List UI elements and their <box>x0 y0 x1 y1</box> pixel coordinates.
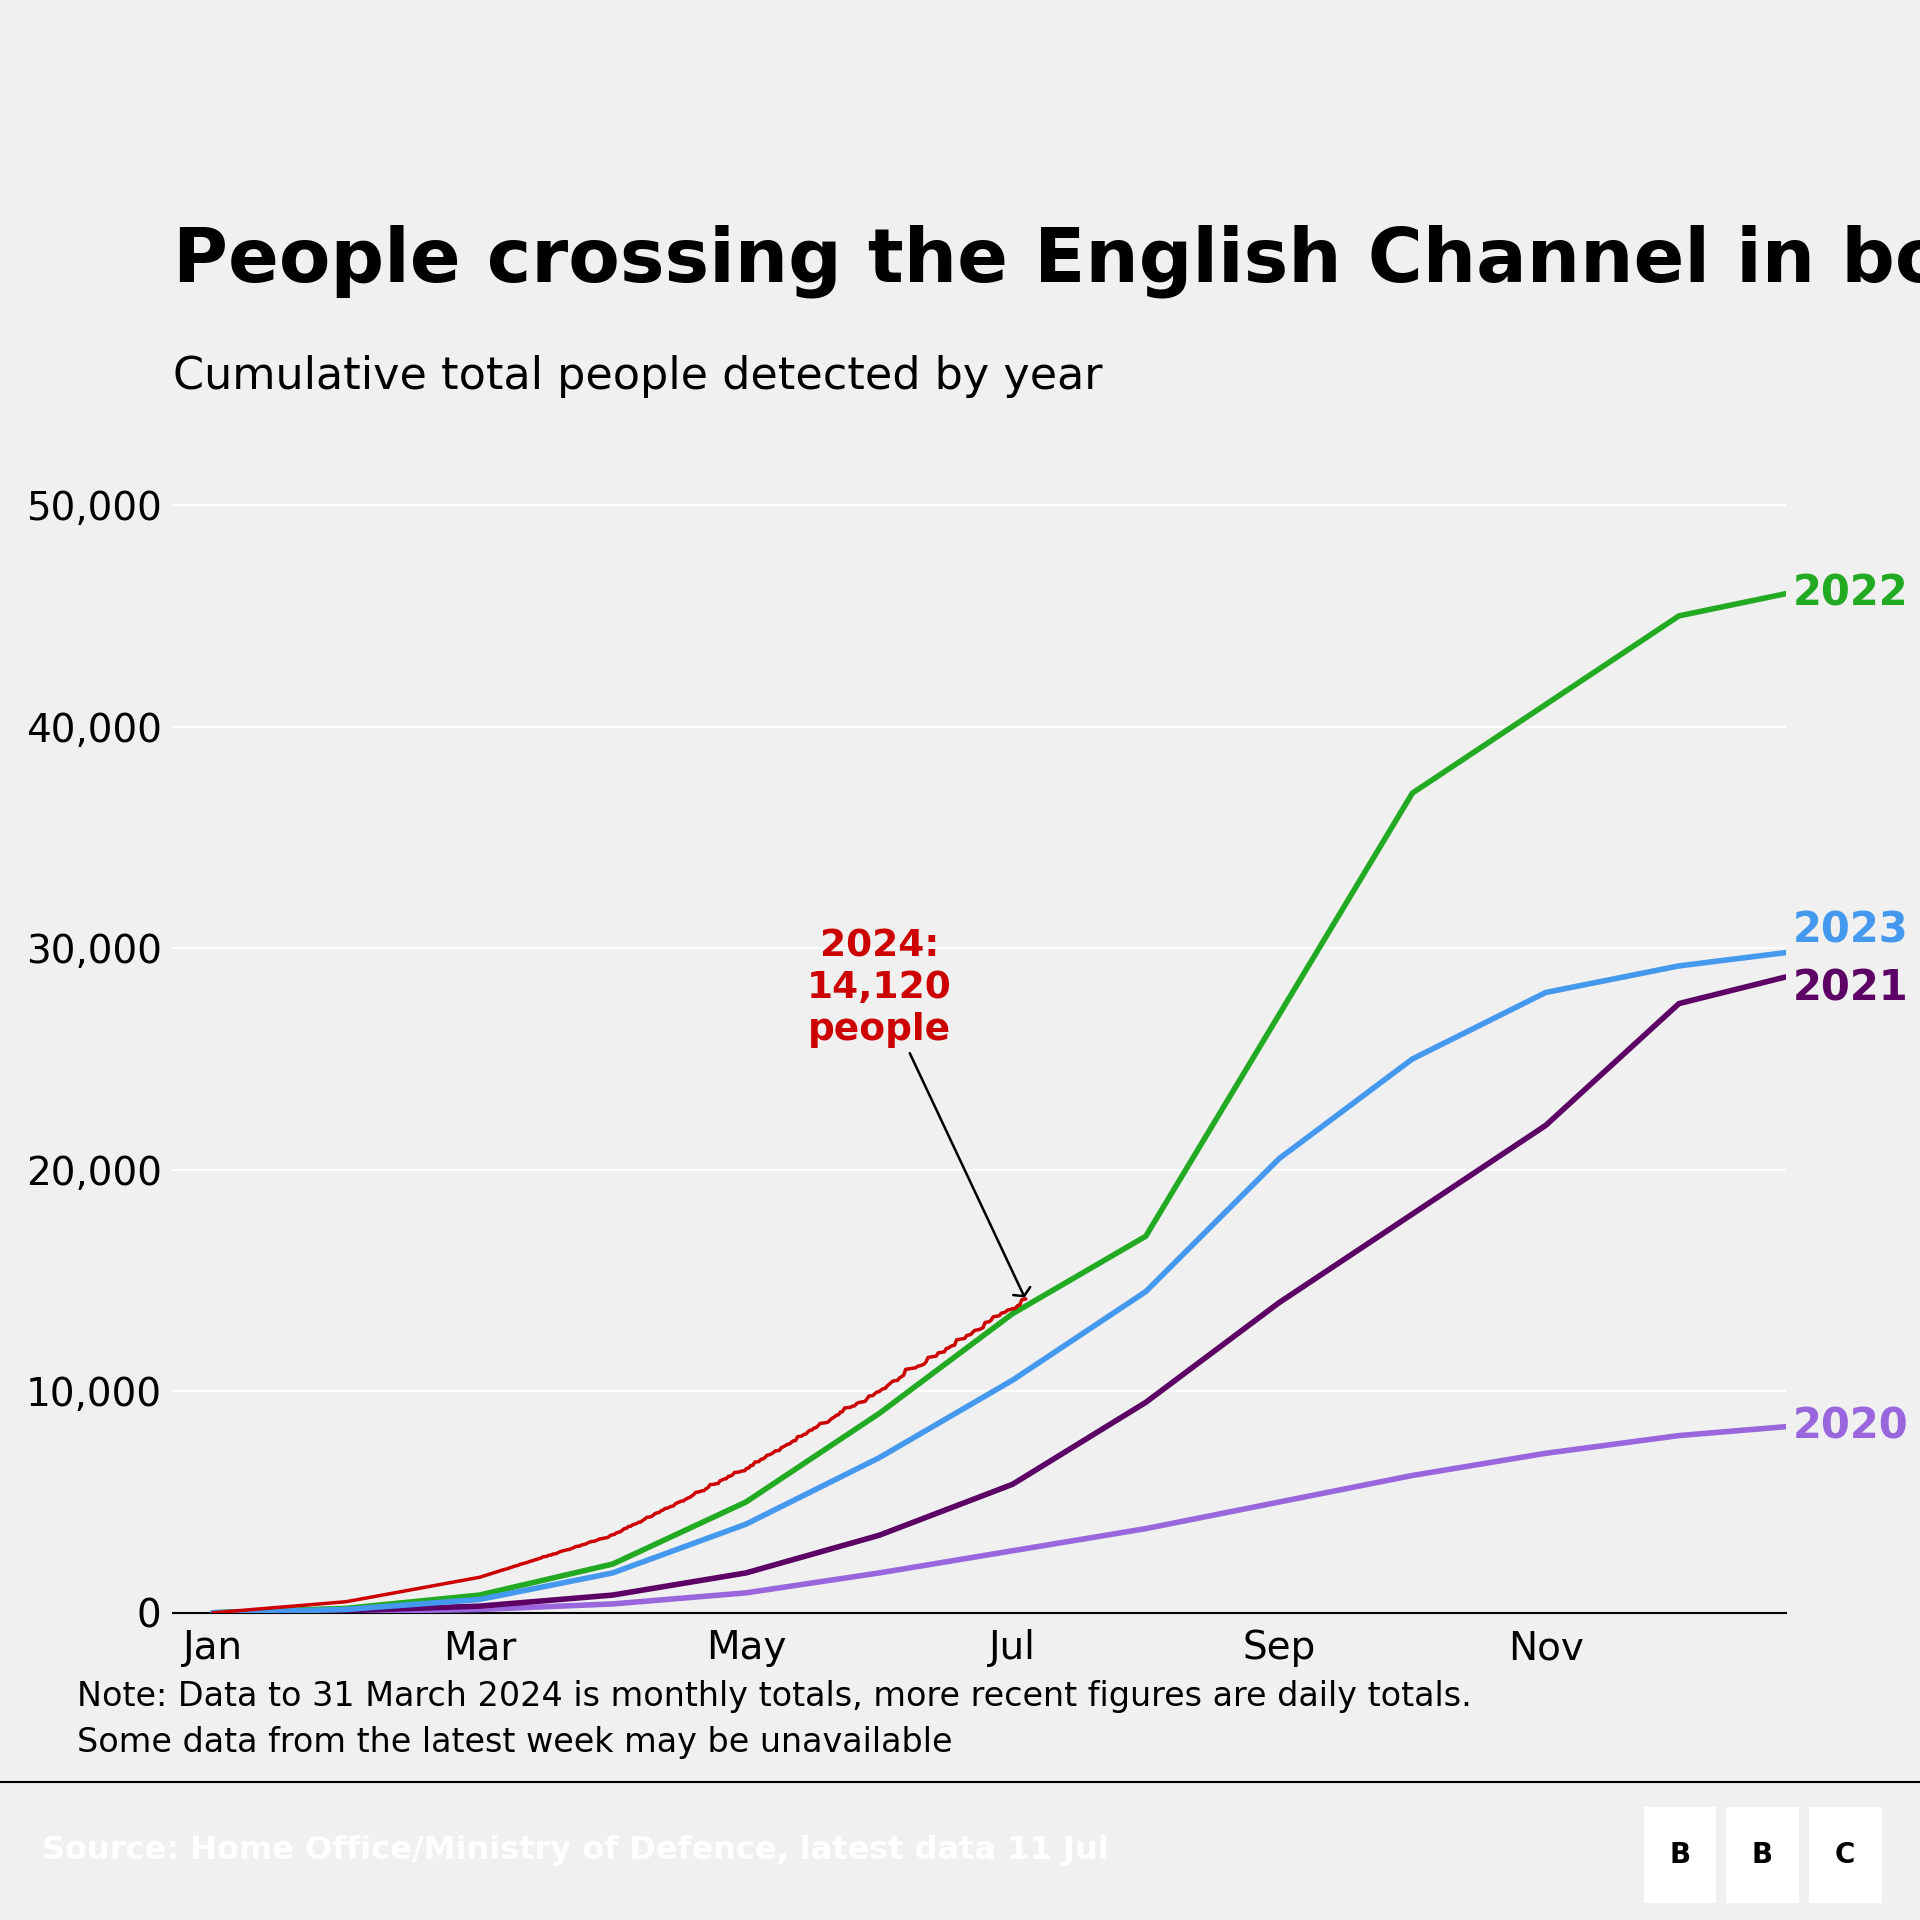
Text: C: C <box>1836 1841 1855 1868</box>
Text: 2020: 2020 <box>1791 1405 1908 1448</box>
Text: People crossing the English Channel in boats: People crossing the English Channel in b… <box>173 225 1920 298</box>
Text: Source: Home Office/Ministry of Defence, latest data 11 Jul: Source: Home Office/Ministry of Defence,… <box>42 1836 1110 1866</box>
Text: 2024:
14,120
people: 2024: 14,120 people <box>806 929 1031 1296</box>
Bar <box>1726 1807 1799 1903</box>
Text: Cumulative total people detected by year: Cumulative total people detected by year <box>173 355 1102 397</box>
Bar <box>1809 1807 1882 1903</box>
Text: 2022: 2022 <box>1791 572 1908 614</box>
Bar <box>1644 1807 1716 1903</box>
Text: B: B <box>1751 1841 1774 1868</box>
Text: Note: Data to 31 March 2024 is monthly totals, more recent figures are daily tot: Note: Data to 31 March 2024 is monthly t… <box>77 1680 1471 1759</box>
Text: B: B <box>1668 1841 1692 1868</box>
Text: 2021: 2021 <box>1791 968 1908 1010</box>
Text: 2023: 2023 <box>1791 910 1908 952</box>
